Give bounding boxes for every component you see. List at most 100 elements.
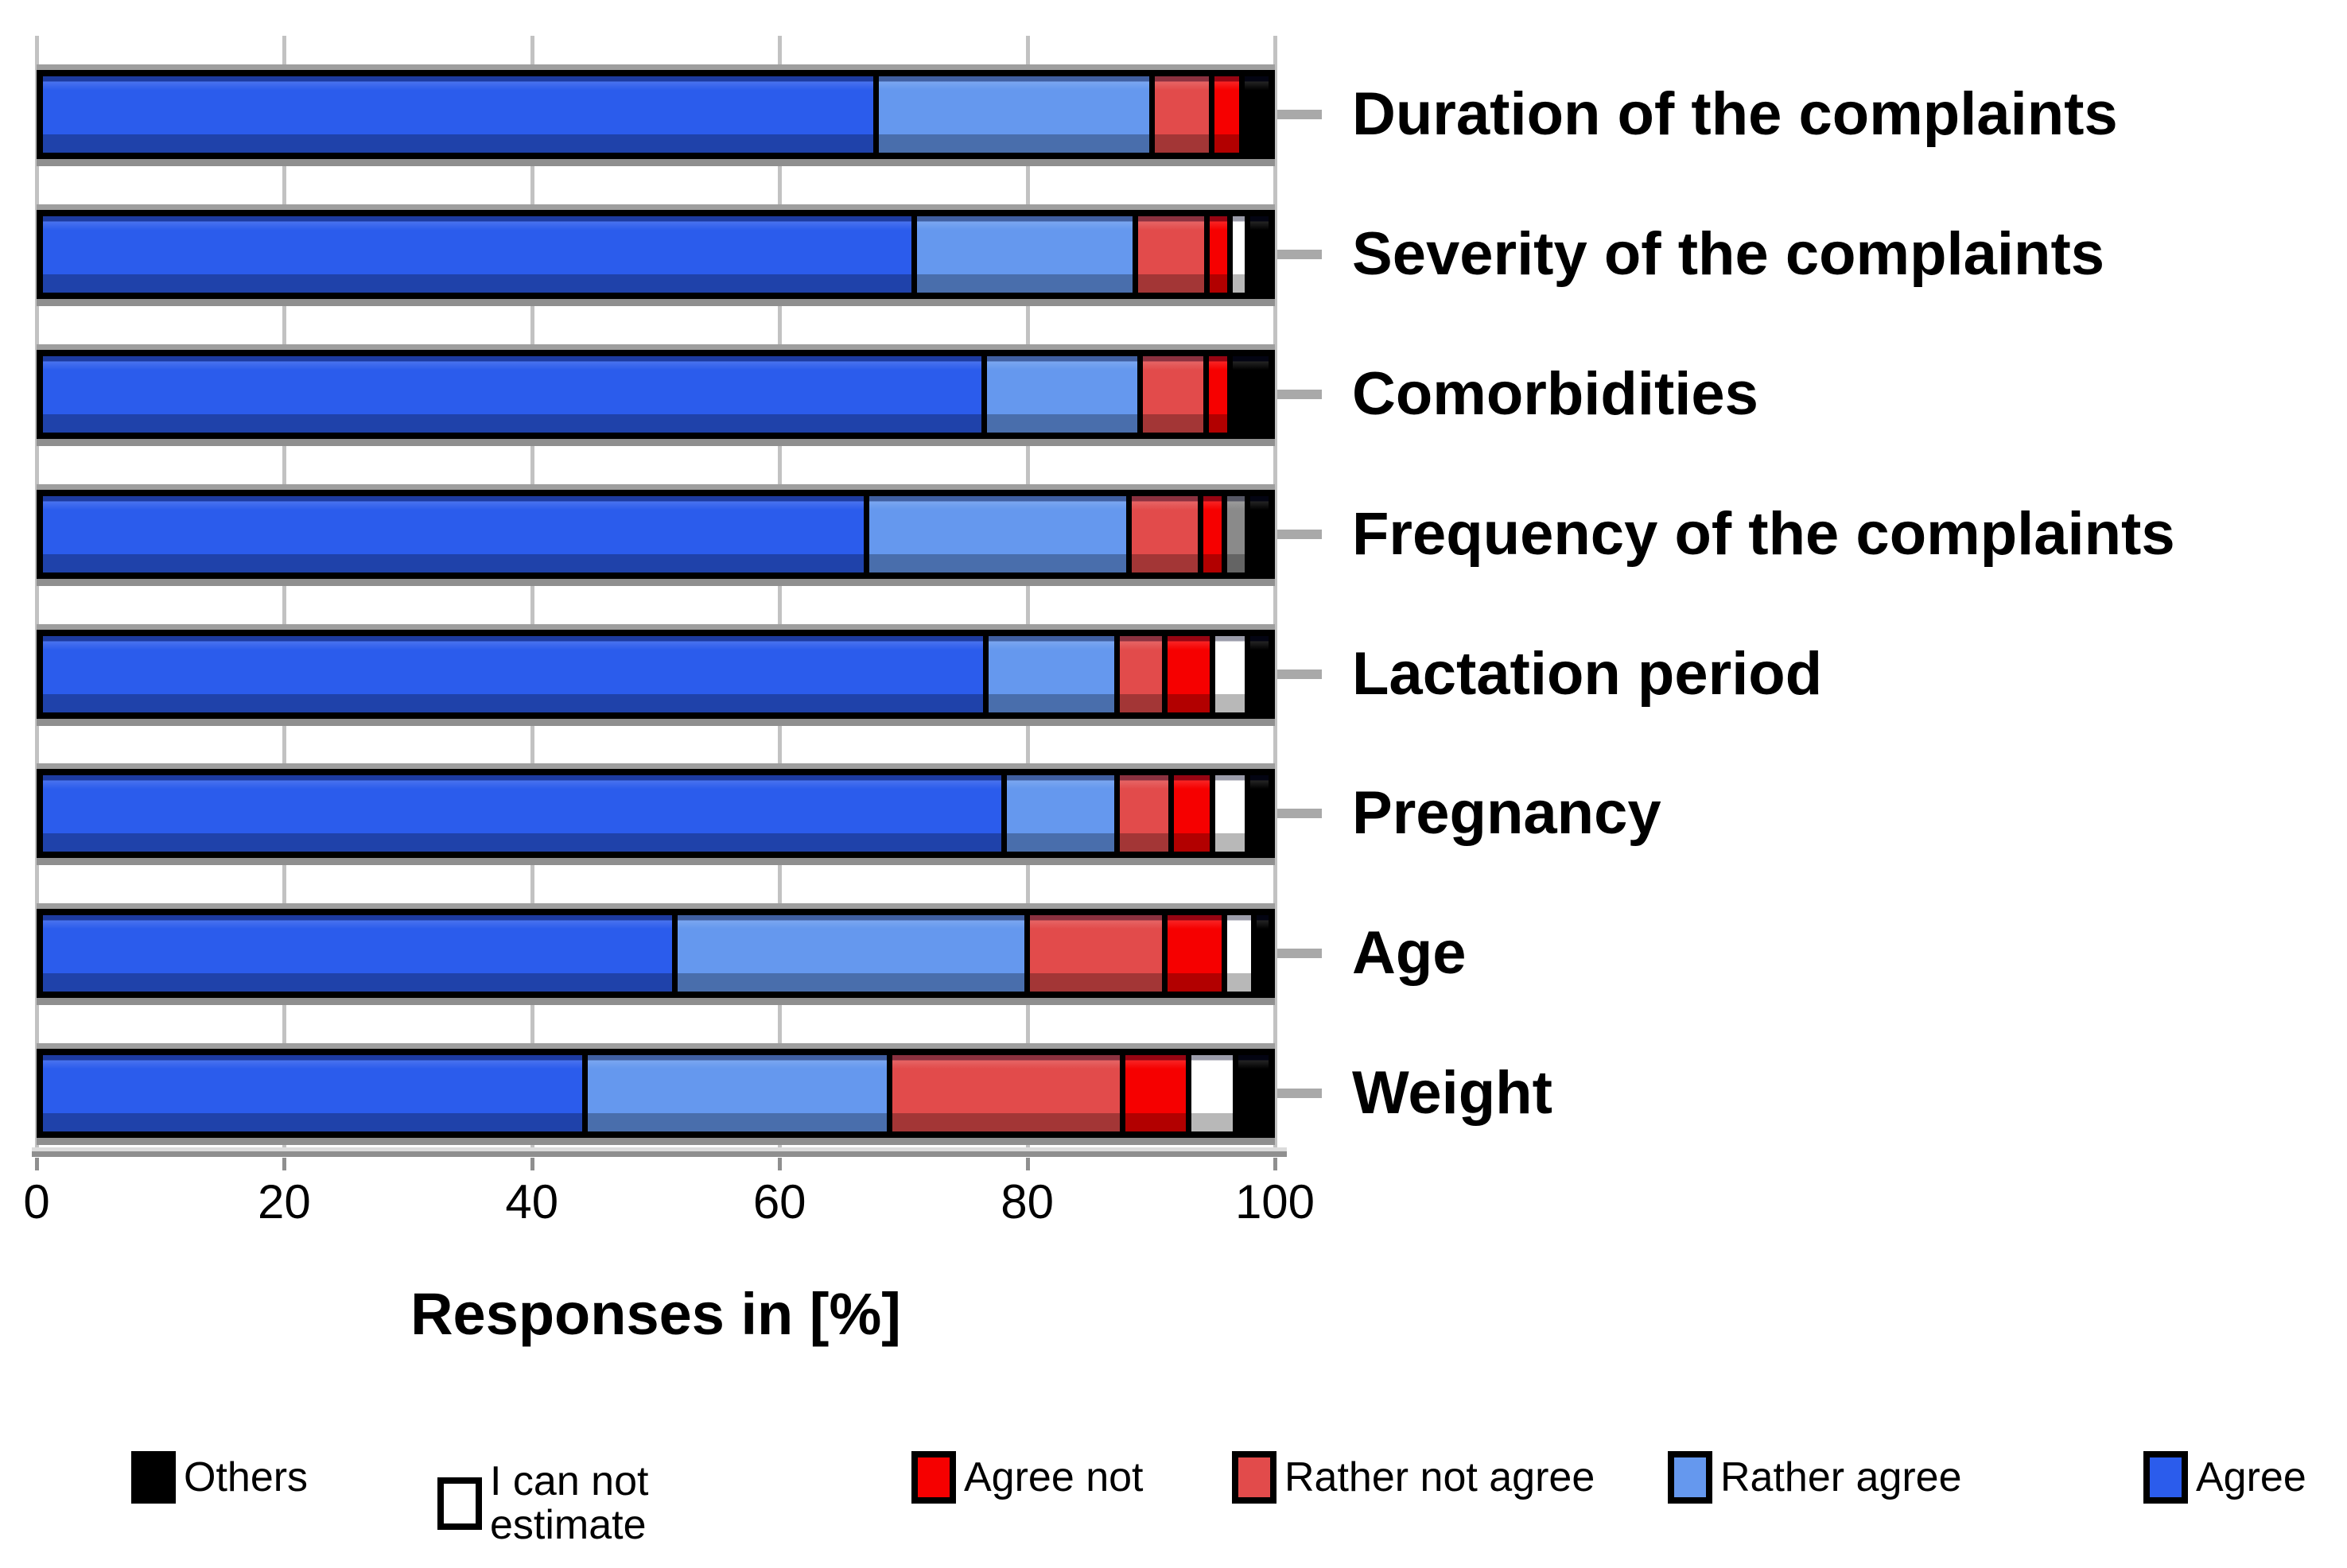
x-axis-tick (530, 1158, 534, 1170)
legend-item-i-can-not-estimate: I can not estimate (437, 1460, 681, 1547)
legend-swatch-rather-not-agree (1232, 1451, 1276, 1504)
legend-swatch-agree-not (911, 1451, 956, 1504)
segment-agree-not (1120, 1055, 1186, 1132)
segment-others (1233, 1055, 1269, 1132)
segment-rather-agree (981, 355, 1138, 433)
legend-item-agree-not: Agree not (911, 1451, 1144, 1504)
x-axis-tick (282, 1158, 287, 1170)
segment-others (1238, 76, 1269, 153)
legend-swatch-i-can-not-estimate (437, 1477, 482, 1530)
legend-swatch-agree (2143, 1451, 2188, 1504)
legend-swatch-others (131, 1451, 176, 1504)
category-label-pregnancy: Pregnancy (1352, 779, 1661, 848)
category-leader-dash (1277, 529, 1322, 539)
segment-others (1226, 355, 1269, 433)
x-axis-line-highlight (32, 1147, 1287, 1151)
segment-others (1245, 215, 1269, 293)
segment-agree (43, 76, 873, 153)
bar-lactation-period (37, 629, 1275, 719)
x-axis-tick (35, 1158, 39, 1170)
segment-rather-agree (671, 915, 1025, 992)
legend-label-rather-not-agree: Rather not agree (1284, 1454, 1595, 1500)
bar-severity-of-the-complaints (37, 209, 1275, 299)
legend-swatch-rather-agree (1668, 1451, 1712, 1504)
bar-duration-of-the-complaints (37, 70, 1275, 159)
segment-rather-agree (983, 635, 1115, 712)
x-axis-tick (1273, 1158, 1277, 1170)
segment-rather-not-agree (1114, 775, 1168, 852)
category-label-lactation-period: Lactation period (1352, 639, 1823, 708)
segment-agree (43, 355, 982, 433)
x-tick-label: 20 (258, 1175, 311, 1228)
legend-item-rather-agree: Rather agree (1668, 1451, 1962, 1504)
category-leader-dash (1277, 110, 1322, 119)
legend-label-others: Others (184, 1454, 309, 1500)
bar-weight (37, 1049, 1275, 1139)
x-axis-line (32, 1151, 1287, 1157)
segment-i-can-not-estimate (1221, 495, 1245, 572)
legend-label-rather-agree: Rather agree (1720, 1454, 1962, 1500)
x-axis-title: Responses in [%] (410, 1281, 901, 1347)
x-tick-label: 100 (1234, 1175, 1315, 1228)
category-leader-dash (1277, 249, 1322, 259)
v-gridline (282, 36, 287, 1152)
x-axis-tick (1025, 1158, 1030, 1170)
segment-agree-not (1198, 495, 1222, 572)
category-label-duration-of-the-complaints: Duration of the complaints (1352, 80, 2118, 148)
x-axis-tick (778, 1158, 783, 1170)
bar-age (37, 909, 1275, 999)
segment-rather-agree (872, 76, 1150, 153)
category-leader-dash (1277, 669, 1322, 679)
segment-agree (43, 495, 864, 572)
segment-rather-agree (911, 215, 1133, 293)
segment-rather-not-agree (1114, 635, 1163, 712)
legend-item-others: Others (131, 1451, 308, 1504)
v-gridline (530, 36, 534, 1152)
legend-item-rather-not-agree: Rather not agree (1232, 1451, 1595, 1504)
v-gridline (1025, 36, 1030, 1152)
segment-rather-agree (863, 495, 1127, 572)
segment-agree (43, 215, 911, 293)
segment-agree (43, 915, 672, 992)
x-tick-label: 80 (1001, 1175, 1054, 1228)
category-label-age: Age (1352, 919, 1467, 988)
segment-rather-not-agree (1137, 355, 1203, 433)
x-tick-label: 0 (23, 1175, 50, 1228)
segment-rather-not-agree (1132, 215, 1204, 293)
segment-rather-not-agree (1024, 915, 1163, 992)
bar-comorbidities (37, 349, 1275, 439)
x-tick-label: 60 (752, 1175, 806, 1228)
category-leader-dash (1277, 809, 1322, 819)
legend-label-agree-not: Agree not (964, 1454, 1144, 1500)
segment-agree-not (1209, 76, 1239, 153)
category-leader-dash (1277, 389, 1322, 399)
legend-label-agree: Agree (2196, 1454, 2306, 1500)
segment-i-can-not-estimate (1209, 635, 1245, 712)
v-gridline (1273, 36, 1277, 1152)
segment-others (1250, 915, 1269, 992)
v-gridline (35, 36, 39, 1152)
segment-others (1245, 775, 1269, 852)
segment-agree (43, 1055, 582, 1132)
category-leader-dash (1277, 949, 1322, 959)
segment-agree-not (1168, 775, 1210, 852)
segment-rather-not-agree (1126, 495, 1199, 572)
segment-i-can-not-estimate (1221, 915, 1251, 992)
segment-rather-agree (581, 1055, 888, 1132)
segment-agree-not (1203, 355, 1227, 433)
x-tick-label: 40 (505, 1175, 559, 1228)
segment-agree-not (1162, 635, 1210, 712)
segment-agree (43, 635, 984, 712)
segment-i-can-not-estimate (1227, 215, 1245, 293)
category-leader-dash (1277, 1089, 1322, 1099)
category-label-severity-of-the-complaints: Severity of the complaints (1352, 219, 2105, 288)
segment-i-can-not-estimate (1185, 1055, 1234, 1132)
segment-others (1245, 495, 1269, 572)
segment-rather-agree (1001, 775, 1115, 852)
segment-agree (43, 775, 1001, 852)
category-label-weight: Weight (1352, 1059, 1552, 1127)
segment-rather-not-agree (887, 1055, 1121, 1132)
segment-agree-not (1203, 215, 1228, 293)
category-label-frequency-of-the-complaints: Frequency of the complaints (1352, 499, 2175, 568)
